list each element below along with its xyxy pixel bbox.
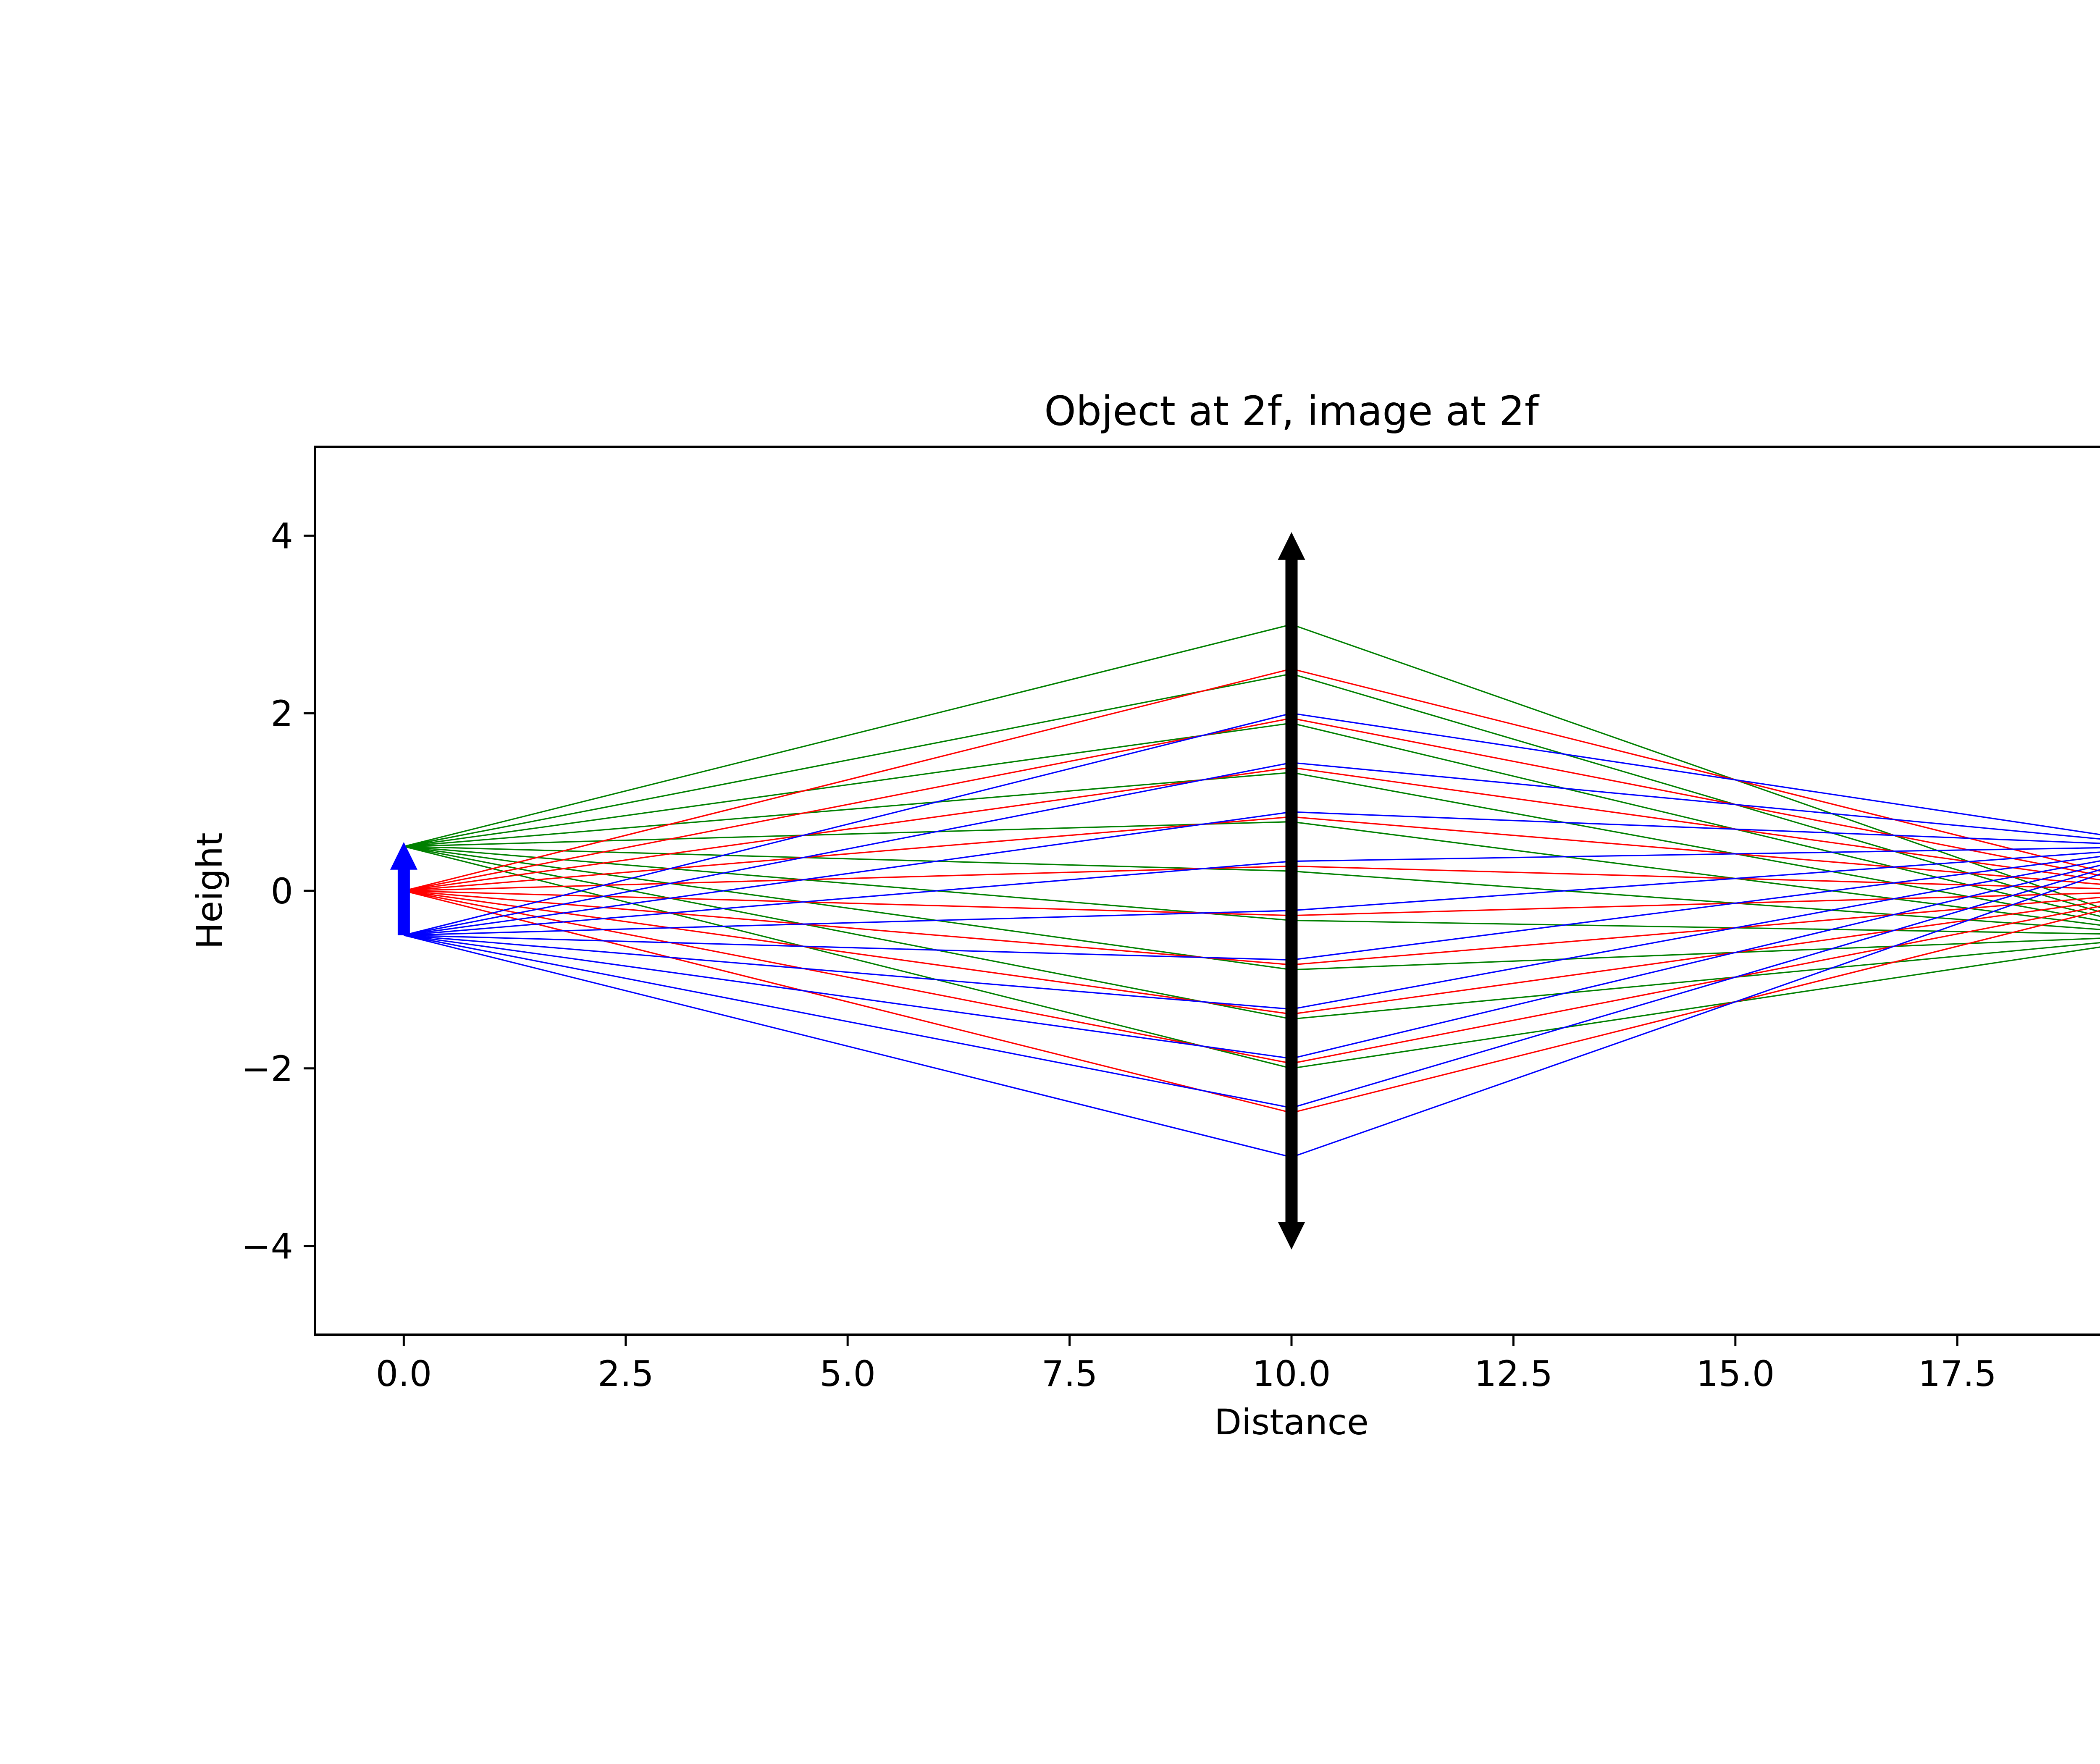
x-tick-label: 7.5 bbox=[1042, 1353, 1098, 1394]
x-tick-label: 12.5 bbox=[1474, 1353, 1553, 1394]
y-tick-label: −2 bbox=[241, 1048, 293, 1089]
y-tick-label: 0 bbox=[271, 871, 293, 912]
lens-double-arrow-icon bbox=[1278, 532, 1305, 1250]
chart-title: Object at 2f, image at 2f bbox=[1044, 388, 1540, 435]
y-tick-label: −4 bbox=[241, 1226, 293, 1267]
plot-area bbox=[390, 532, 2100, 1250]
x-tick-label: 15.0 bbox=[1696, 1353, 1774, 1394]
x-axis-label: Distance bbox=[1214, 1402, 1368, 1443]
x-tick-label: 17.5 bbox=[1918, 1353, 1997, 1394]
y-tick-label: 2 bbox=[271, 693, 293, 734]
x-tick-label: 0.0 bbox=[376, 1353, 432, 1394]
x-tick-label: 10.0 bbox=[1252, 1353, 1331, 1394]
y-axis-ticks: −4 −2 0 2 4 bbox=[241, 515, 315, 1267]
lens-arrow-shape bbox=[1278, 532, 1305, 1250]
x-tick-label: 2.5 bbox=[598, 1353, 654, 1394]
y-axis-label: Height bbox=[189, 832, 230, 949]
x-axis-ticks: 0.02.55.07.510.012.515.017.520.0 bbox=[376, 1335, 1997, 1394]
y-tick-label: 4 bbox=[271, 515, 293, 556]
object-arrow-icon bbox=[390, 842, 417, 935]
x-tick-label: 5.0 bbox=[819, 1353, 876, 1394]
object-arrow-shape bbox=[390, 842, 417, 935]
